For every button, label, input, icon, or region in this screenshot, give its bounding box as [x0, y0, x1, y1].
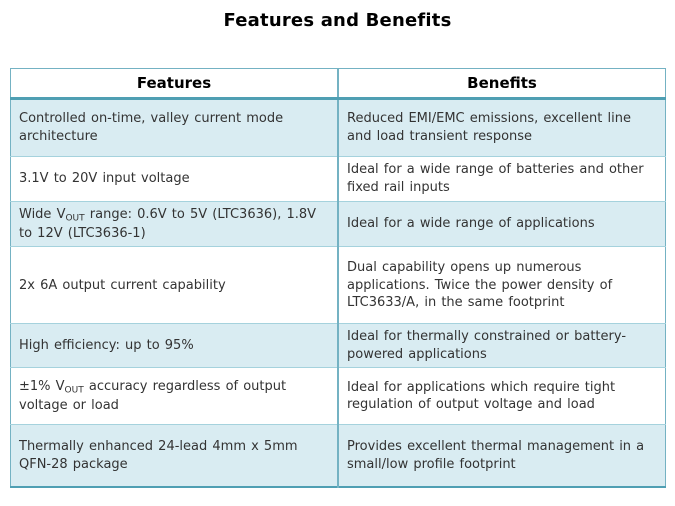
cell-text: Ideal for a wide range of batteries and …: [347, 162, 644, 195]
column-header-benefits: Benefits: [338, 68, 666, 100]
column-header-features: Features: [10, 68, 339, 100]
cell-text: Provides excellent thermal management in…: [347, 439, 645, 472]
features-benefits-table: Features Benefits Controlled on-time, va…: [10, 68, 666, 488]
benefit-cell: Ideal for thermally constrained or batte…: [338, 323, 666, 368]
page-title: Features and Benefits: [223, 10, 452, 31]
subscript-text: OUT: [64, 385, 84, 396]
cell-text: 3.1V to 20V input voltage: [19, 171, 190, 187]
benefit-cell: Provides excellent thermal management in…: [338, 424, 666, 487]
benefit-cell: Ideal for a wide range of applications: [338, 200, 666, 247]
table-row: 2x 6A output current capability Dual capa…: [10, 246, 666, 324]
benefit-cell: Ideal for a wide range of batteries and …: [338, 156, 666, 202]
feature-cell: 2x 6A output current capability: [10, 246, 339, 324]
cell-text: Thermally enhanced 24-lead 4mm x 5mm QFN…: [19, 439, 298, 472]
cell-text: ±1% V: [19, 379, 65, 395]
header-row: Features Benefits: [10, 68, 666, 100]
feature-cell: Wide VOUT range: 0.6V to 5V (LTC3636), 1…: [10, 200, 339, 247]
cell-text: Reduced EMI/EMC emissions, excellent lin…: [347, 111, 631, 144]
cell-text: Ideal for a wide range of applications: [347, 216, 595, 232]
cell-text: Wide V: [19, 207, 66, 222]
table-row: 3.1V to 20V input voltage Ideal for a wid…: [10, 156, 666, 202]
feature-cell: 3.1V to 20V input voltage: [10, 156, 339, 202]
table-header: Features Benefits: [10, 68, 666, 100]
benefit-cell: Dual capability opens up numerous applic…: [338, 246, 666, 324]
feature-cell: ±1% VOUT accuracy regardless of output v…: [10, 367, 339, 425]
table-row: Wide VOUT range: 0.6V to 5V (LTC3636), 1…: [10, 200, 666, 247]
cell-text: Ideal for thermally constrained or batte…: [347, 329, 627, 362]
subscript-text: OUT: [65, 213, 85, 224]
feature-cell: Thermally enhanced 24-lead 4mm x 5mm QFN…: [10, 424, 339, 487]
table-row: Controlled on-time, valley current mode …: [10, 98, 666, 157]
cell-text: Dual capability opens up numerous applic…: [347, 260, 613, 311]
cell-text: Controlled on-time, valley current mode …: [19, 111, 284, 144]
benefit-cell: Reduced EMI/EMC emissions, excellent lin…: [338, 98, 666, 157]
table-row: High efficiency: up to 95% Ideal for ther…: [10, 323, 666, 368]
cell-text: range: 0.6V to 5V (LTC3636), 1.8V to 12V…: [19, 207, 317, 241]
cell-text: accuracy regardless of output voltage or…: [19, 379, 287, 414]
benefit-cell: Ideal for applications which require tig…: [338, 367, 666, 425]
feature-cell: High efficiency: up to 95%: [10, 323, 339, 368]
cell-text: High efficiency: up to 95%: [19, 338, 194, 354]
table-row: Thermally enhanced 24-lead 4mm x 5mm QFN…: [10, 424, 666, 487]
table-body: Controlled on-time, valley current mode …: [10, 98, 666, 487]
feature-cell: Controlled on-time, valley current mode …: [10, 98, 339, 157]
cell-text: 2x 6A output current capability: [19, 277, 226, 293]
table-row: ±1% VOUT accuracy regardless of output v…: [10, 367, 666, 425]
cell-text: Ideal for applications which require tig…: [347, 379, 616, 413]
